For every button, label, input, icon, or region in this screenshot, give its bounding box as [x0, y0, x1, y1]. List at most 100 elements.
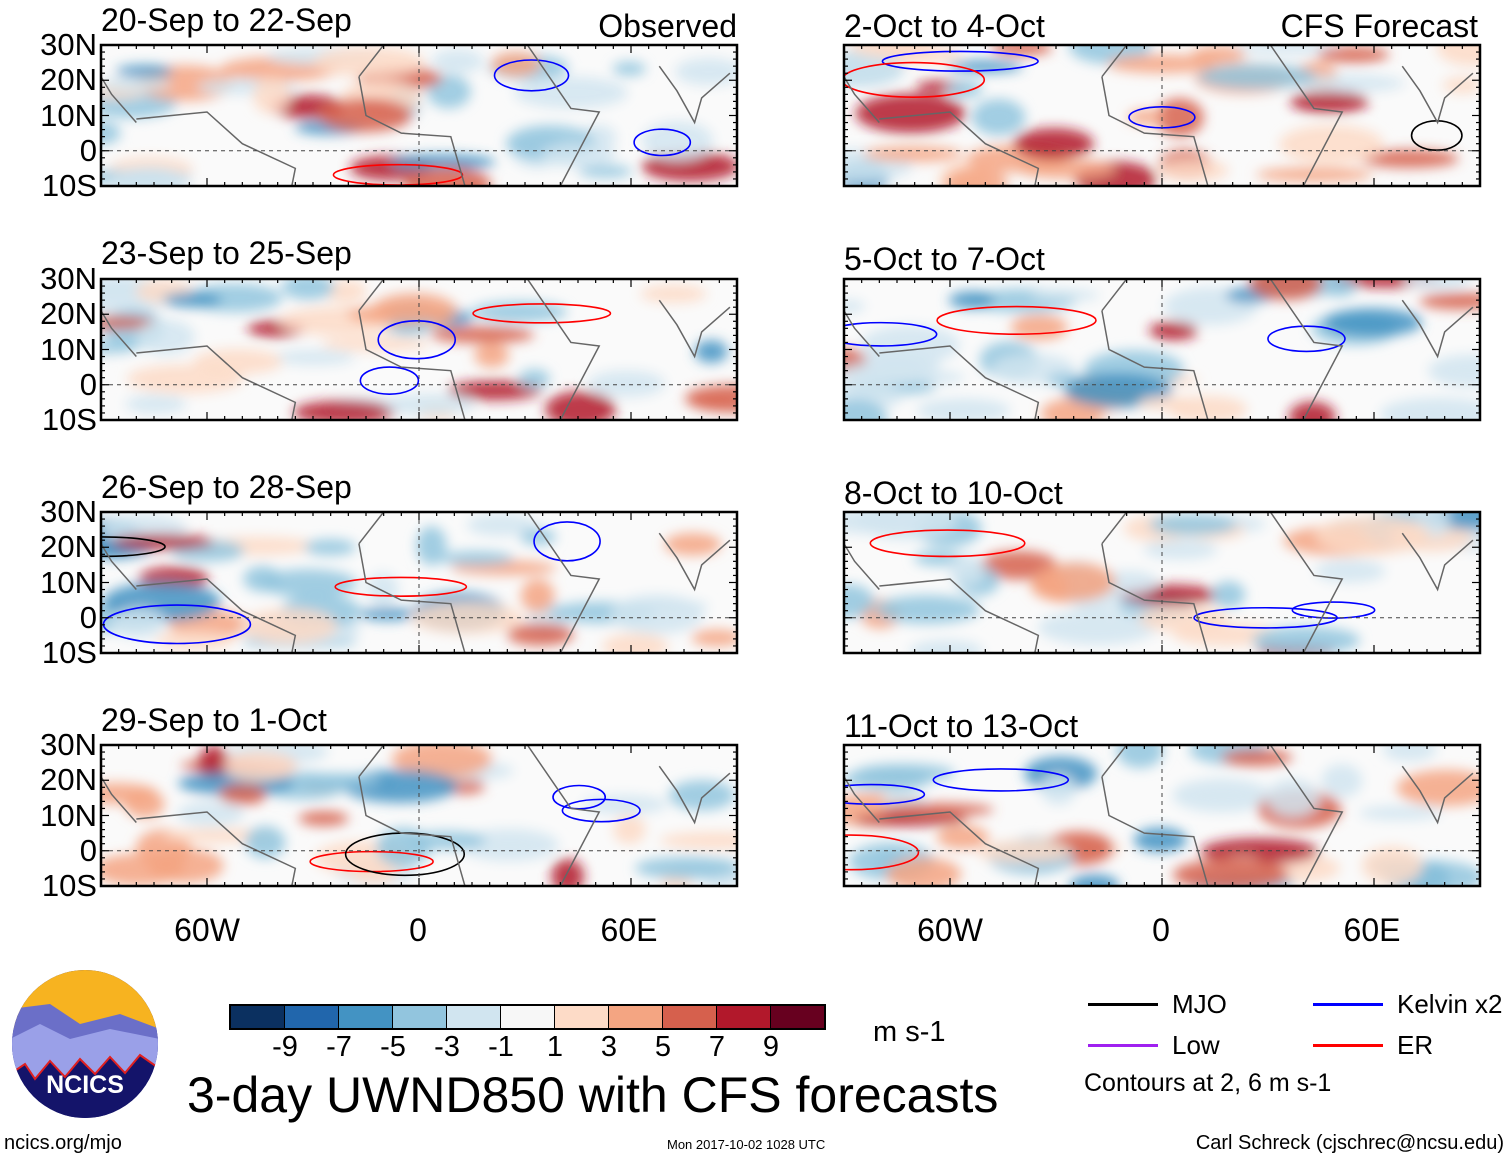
wind-anomaly-blob	[177, 801, 245, 827]
wind-anomaly-blob	[125, 394, 187, 414]
wind-anomaly-blob	[313, 46, 425, 78]
coastlines	[101, 745, 731, 886]
wind-anomaly-blob	[1315, 515, 1430, 555]
panel-title: 23-Sep to 25-Sep	[101, 235, 352, 271]
wind-anomaly-blob	[514, 76, 628, 109]
wind-anomaly-blob	[1419, 292, 1480, 310]
wind-anomaly-blob	[691, 629, 737, 647]
wind-anomaly-blob	[844, 584, 875, 619]
colorbar-label: -5	[380, 1031, 406, 1063]
lat-label: 0	[79, 599, 97, 635]
wind-anomaly-blob	[694, 340, 728, 363]
wind-anomaly-blob	[298, 811, 349, 826]
colorbar-swatch	[393, 1006, 447, 1028]
wind-anomaly-blob	[506, 622, 575, 646]
wind-anomaly-blob	[885, 857, 962, 886]
wind-anomaly-blob	[294, 773, 381, 790]
wind-anomaly-blob	[474, 342, 510, 368]
wind-anomaly-blob	[101, 121, 121, 145]
coastlines	[101, 279, 731, 420]
ncics-logo: NCICS	[12, 970, 158, 1118]
wind-anomaly-blob	[431, 49, 484, 74]
lat-label: 10S	[41, 635, 97, 670]
wind-anomaly-blob	[880, 802, 995, 817]
footer-timestamp: Mon 2017-10-02 1028 UTC	[667, 1137, 826, 1152]
wind-anomaly-blob	[613, 815, 646, 845]
wind-anomaly-blob	[1033, 562, 1116, 602]
wind-anomaly-blob	[101, 341, 137, 354]
colorbar-label: -7	[326, 1031, 352, 1063]
lat-label: 10N	[40, 797, 97, 833]
wind-anomaly-blob	[1149, 321, 1198, 341]
lon-label: 0	[1152, 912, 1170, 948]
wind-anomaly-blob	[979, 550, 1058, 580]
wind-anomaly-blob	[1037, 610, 1157, 645]
wind-anomaly-blob	[384, 393, 475, 416]
wind-anomaly-blob	[1148, 513, 1237, 536]
wind-anomaly-blob	[391, 745, 493, 778]
legend-kelvin: Kelvin x2	[1313, 990, 1503, 1018]
wind-anomaly-blob	[540, 143, 616, 168]
coastlines	[101, 45, 731, 186]
contour-line	[101, 536, 166, 558]
wind-anomaly-blob	[304, 539, 357, 556]
wind-anomaly-blob	[844, 361, 932, 386]
wind-anomaly-blob	[916, 398, 1011, 420]
lon-label: 60W	[174, 912, 240, 948]
wind-anomaly-blob	[674, 57, 737, 86]
wind-anomaly-blob	[1288, 401, 1336, 420]
wind-anomaly-blob	[1290, 90, 1369, 114]
contour-line	[844, 61, 986, 98]
wind-anomaly-blob	[909, 639, 984, 653]
wind-anomaly-blob	[223, 750, 297, 782]
wind-anomaly-blob	[115, 64, 174, 78]
contour-line	[493, 59, 570, 92]
colorbar-swatch	[663, 1006, 717, 1028]
wind-anomaly-blob	[948, 554, 986, 586]
wind-anomaly-blob	[101, 77, 172, 92]
wind-anomaly-blob	[1317, 46, 1390, 63]
wind-anomaly-blob	[367, 572, 399, 607]
legend-label: Low	[1172, 1030, 1220, 1060]
coastlines	[844, 745, 1474, 886]
wind-anomaly-blob	[252, 77, 290, 115]
wind-anomaly-blob	[855, 93, 966, 134]
footer-url: ncics.org/mjo	[4, 1132, 122, 1154]
contour-line	[881, 50, 1039, 72]
lon-label: 60E	[600, 912, 658, 948]
wind-anomaly-blob	[101, 315, 156, 330]
wind-anomaly-blob	[346, 304, 447, 325]
wind-anomaly-blob	[664, 532, 722, 556]
colorbar-swatch	[285, 1006, 339, 1028]
wind-anomaly-blob	[1323, 308, 1423, 337]
wind-anomaly-blob	[971, 98, 1026, 136]
wind-anomaly-blob	[273, 349, 355, 366]
wind-anomaly-blob	[944, 166, 1008, 186]
wind-anomaly-blob	[844, 54, 903, 84]
colorbar-swatch	[339, 1006, 393, 1028]
wind-anomaly-blob	[258, 569, 358, 598]
wind-anomaly-blob	[1138, 396, 1196, 411]
wind-anomaly-blob	[1191, 46, 1246, 64]
wind-anomaly-blob	[659, 831, 737, 850]
wind-anomaly-blob	[1100, 570, 1159, 596]
wind-anomaly-blob	[854, 763, 956, 783]
wind-anomaly-blob	[1293, 74, 1405, 93]
wind-anomaly-blob	[1212, 581, 1246, 608]
wind-anomaly-blob	[640, 284, 707, 303]
colorbar-label: -3	[434, 1031, 460, 1063]
lat-label: 20N	[40, 296, 97, 332]
wind-anomaly-blob	[1069, 874, 1120, 886]
coastlines	[844, 512, 1474, 653]
lon-label: 60E	[1343, 912, 1401, 948]
wind-anomaly-blob	[1249, 279, 1323, 301]
wind-anomaly-blob	[1321, 763, 1363, 798]
colorbar-swatch	[555, 1006, 609, 1028]
coastlines	[844, 279, 1474, 420]
contour-line	[844, 783, 926, 805]
coastlines	[844, 45, 1474, 186]
wind-anomaly-blob	[520, 578, 555, 613]
colorbar	[229, 1004, 826, 1030]
figure-title: 3-day UWND850 with CFS forecasts	[187, 1067, 999, 1123]
wind-anomaly-blob	[404, 166, 492, 186]
